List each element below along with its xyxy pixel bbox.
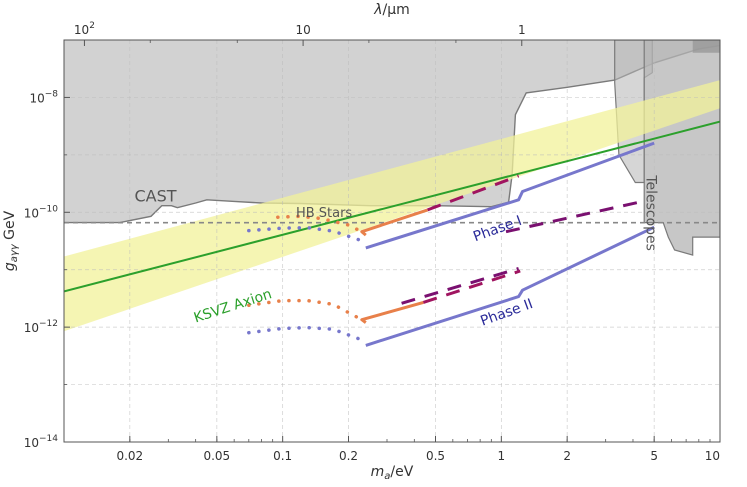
x-tick-label: 2	[563, 449, 571, 463]
telescopes-label: Telescopes	[642, 174, 658, 251]
curve-10	[247, 225, 364, 243]
x-tick-label: 10	[705, 449, 720, 463]
x-tick-label: 0.2	[339, 449, 358, 463]
phase-ii-line	[365, 225, 655, 347]
x-tick-label: 5	[650, 449, 658, 463]
top-tick-label: 1	[518, 23, 526, 37]
top-axis-label: λ/μm	[373, 2, 410, 18]
top-tick-label: 10	[295, 23, 310, 37]
hb-stars-label: HB Stars	[296, 206, 352, 221]
x-tick-label: 0.02	[116, 449, 143, 463]
cast-label: CAST	[134, 186, 176, 205]
telescopes-region-cap	[692, 40, 720, 53]
curve-11	[247, 298, 364, 322]
curve-7	[401, 267, 520, 305]
axes: 0.02 0.05 0.1 0.2 0.5 1 2 5 10 10−14 10−12 10−10 10−…	[24, 21, 721, 463]
ksvz-axion-line	[64, 120, 720, 293]
x-tick-label: 0.5	[426, 449, 445, 463]
plot-frame	[63, 39, 721, 443]
y-tick-label: 10−14	[24, 434, 59, 450]
phase-i-line	[365, 141, 655, 250]
x-tick-label: 0.05	[203, 449, 230, 463]
x-tick-label: 0.1	[273, 449, 292, 463]
y-axis-label: gaγγ GeV	[2, 210, 20, 271]
grid-lines	[64, 40, 720, 442]
x-axis-label: ma/eV	[371, 464, 414, 482]
top-tick-label: 102	[74, 21, 95, 37]
curve-12	[247, 325, 364, 342]
x-tick-label: 1	[498, 449, 506, 463]
curve-6	[422, 269, 521, 304]
series-lines	[64, 120, 720, 347]
y-tick-label: 10−12	[24, 319, 58, 335]
y-tick-label: 10−10	[24, 204, 59, 220]
cast-region	[64, 40, 720, 223]
curve-4	[360, 300, 424, 324]
y-tick-label: 10−8	[29, 89, 58, 105]
curve-5	[427, 174, 520, 212]
curve-3	[360, 208, 429, 237]
